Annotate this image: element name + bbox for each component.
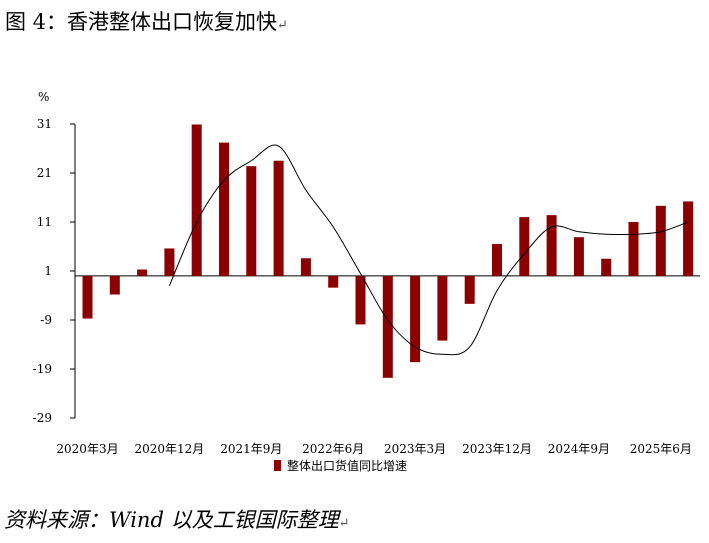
- bar: [683, 201, 694, 276]
- y-tick-label: -19: [33, 362, 52, 376]
- figure-title: 图 4：香港整体出口恢复加快↵: [5, 6, 288, 36]
- bar: [300, 258, 311, 276]
- x-tick-label: 2022年6月: [302, 442, 364, 456]
- bar: [573, 237, 584, 276]
- bar: [219, 142, 229, 276]
- figure-title-text: 图 4：香港整体出口恢复加快: [5, 10, 278, 34]
- bar: [655, 205, 666, 276]
- x-tick-label: 2023年3月: [384, 442, 446, 456]
- source-text: 资料来源：Wind 以及工银国际整理: [4, 508, 339, 532]
- bar: [546, 215, 557, 276]
- y-tick-label: 1: [44, 264, 52, 278]
- bar: [410, 275, 421, 363]
- bar-series: [82, 124, 694, 378]
- bar: [246, 166, 257, 276]
- x-tick-label: 2025年6月: [630, 442, 692, 456]
- legend: 整体出口货值同比增速: [274, 458, 407, 473]
- bar: [382, 275, 393, 378]
- y-tick-label: 11: [37, 215, 52, 229]
- y-tick-label: 21: [37, 166, 52, 180]
- legend-label: 整体出口货值同比增速: [287, 458, 407, 473]
- bar: [628, 222, 639, 276]
- bar: [601, 258, 612, 276]
- bar: [437, 275, 448, 341]
- y-tick-label: 31: [37, 117, 52, 131]
- paragraph-mark-icon: ↵: [277, 18, 288, 33]
- bar: [137, 269, 148, 276]
- bar: [464, 275, 475, 304]
- bar: [164, 248, 175, 276]
- bar: [273, 160, 284, 276]
- x-tick-label: 2020年3月: [56, 442, 118, 456]
- bar: [82, 275, 93, 319]
- x-tick-label: 2021年9月: [220, 442, 282, 456]
- paragraph-mark-icon: ↵: [338, 516, 350, 531]
- bar: [328, 275, 339, 288]
- y-tick-label: -9: [40, 313, 52, 327]
- source-note: 资料来源：Wind 以及工银国际整理↵: [4, 504, 349, 534]
- y-tick-label: -29: [33, 411, 52, 425]
- x-tick-label: 2020年12月: [134, 442, 204, 456]
- bar: [492, 244, 502, 276]
- bar: [191, 124, 202, 276]
- bar: [109, 275, 120, 295]
- bar: [519, 217, 530, 276]
- y-unit-label: %: [38, 90, 49, 104]
- trend-line: [168, 144, 689, 356]
- x-tick-label: 2024年9月: [548, 442, 610, 456]
- bar: [355, 275, 366, 325]
- legend-swatch: [274, 460, 281, 471]
- line-series: [168, 144, 689, 356]
- x-tick-labels: 2020年3月 2020年12月 2021年9月 2022年6月 2023年3月 2023…: [56, 442, 691, 456]
- x-tick-label: 2023年12月: [462, 442, 532, 456]
